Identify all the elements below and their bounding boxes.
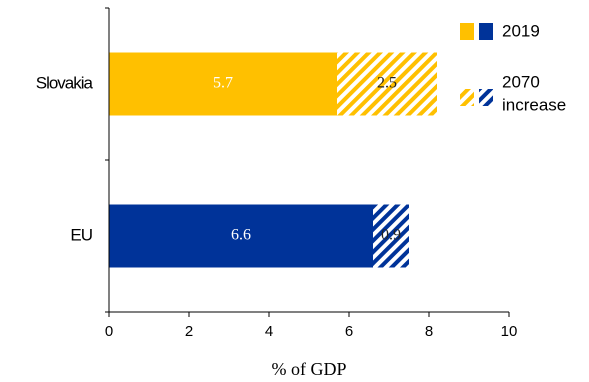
x-tick-label-8: 8 [425, 323, 433, 340]
x-axis-title: % of GDP [272, 359, 347, 379]
x-tick-label-4: 4 [265, 323, 273, 340]
y-axis-ticks [105, 7, 109, 313]
x-tick-label-6: 6 [345, 323, 353, 340]
legend-swatch-increase-slovakia [460, 89, 474, 106]
data-label-slovakia-2070-increase: 2.5 [377, 75, 397, 92]
bars-group [109, 52, 437, 268]
x-tick-label-10: 10 [501, 323, 518, 340]
legend: 2019 2070 increase [460, 21, 566, 114]
bar-slovakia-2019 [109, 52, 337, 116]
data-labels: 5.7 2.5 6.6 0.9 [213, 75, 401, 244]
bar-eu-2019 [109, 204, 373, 268]
x-tick-label-0: 0 [105, 323, 113, 340]
data-label-slovakia-2019: 5.7 [213, 75, 233, 92]
legend-swatch-increase-eu [479, 89, 493, 106]
legend-label-increase-line2: increase [502, 95, 566, 114]
data-label-eu-2019: 6.6 [231, 227, 251, 244]
category-label-slovakia: Slovakia [36, 73, 94, 92]
bar-slovakia-2070-increase [337, 52, 437, 116]
legend-swatch-2019-eu [479, 23, 493, 40]
x-tick-label-2: 2 [185, 323, 193, 340]
x-axis-ticks: 0 2 4 6 8 10 [105, 312, 518, 340]
bar-eu-2070-increase [373, 204, 409, 268]
legend-label-increase-line1: 2070 [502, 72, 540, 91]
category-labels: Slovakia EU [36, 73, 95, 244]
legend-label-2019: 2019 [502, 21, 540, 40]
legend-swatch-2019-slovakia [460, 23, 474, 40]
category-label-eu: EU [70, 225, 92, 244]
data-label-eu-2070-increase: 0.9 [381, 227, 401, 244]
